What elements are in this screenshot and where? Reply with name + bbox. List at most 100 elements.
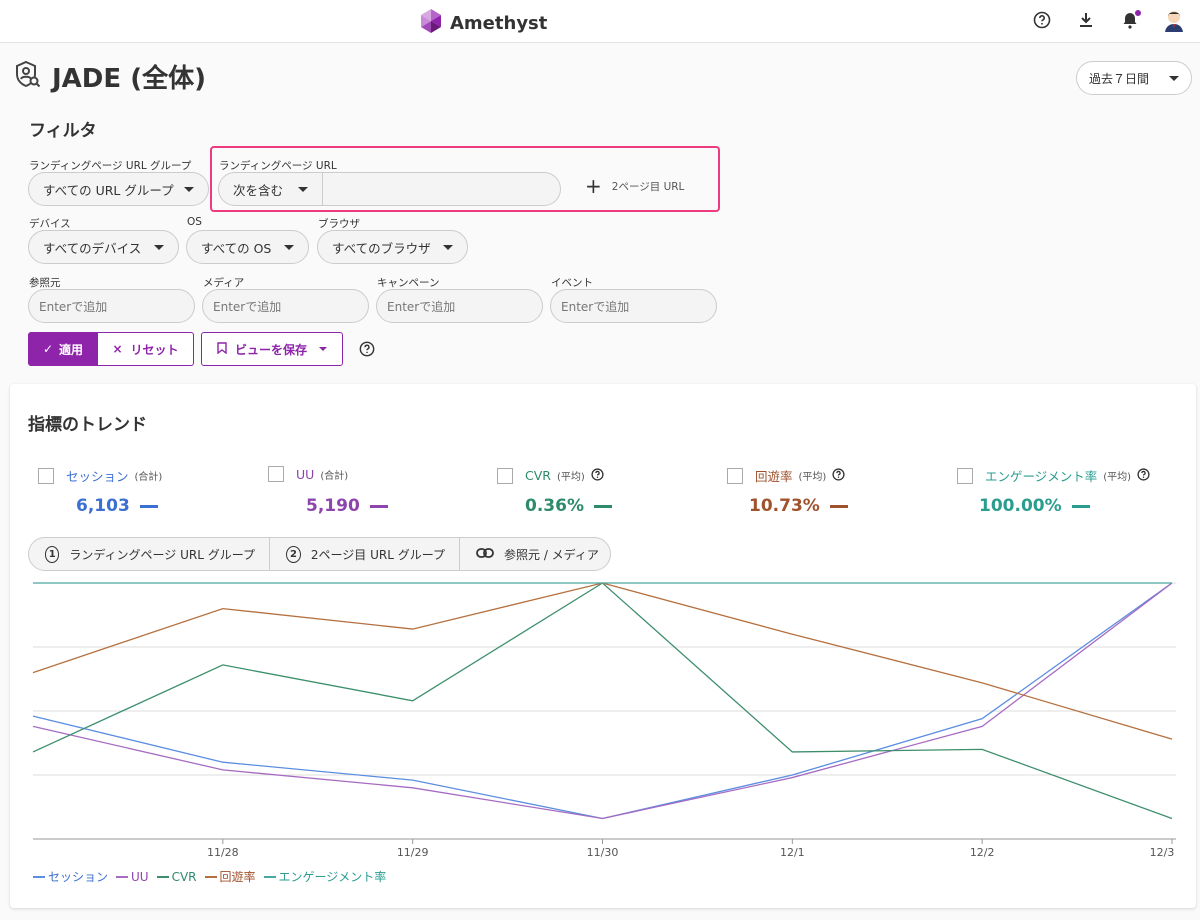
period-selector[interactable]: 過去７日間	[1076, 61, 1192, 95]
device-dropdown[interactable]: すべてのデバイス	[28, 230, 179, 264]
metric-name: CVR	[525, 468, 551, 483]
metric-sessions: セッション (合計) 6,103	[38, 466, 163, 516]
x-tick-label: 12/1	[780, 846, 805, 859]
highlight-box	[210, 146, 720, 212]
trend-card	[10, 384, 1196, 908]
metric-checkbox[interactable]	[957, 467, 973, 484]
metric-value: 10.73%	[749, 496, 820, 516]
legend-swatch	[204, 875, 217, 878]
chevron-down-icon	[319, 347, 327, 351]
lp-url-operator-value: 次を含む	[233, 182, 284, 198]
legend-label: UU	[131, 869, 149, 884]
metric-engagement: エンゲージメント率 (平均) 100.00%	[957, 466, 1150, 516]
number-two-icon: 2	[286, 545, 301, 563]
metric-color-bar	[829, 504, 848, 508]
metric-value: 100.00%	[979, 496, 1062, 516]
add-second-page-url-label: 2ページ目 URL	[611, 180, 685, 193]
notification-bell-icon[interactable]	[1118, 8, 1142, 32]
metric-uu: UU (合計) 5,190	[268, 466, 388, 516]
lp-url-label: ランディングページ URL	[219, 160, 337, 172]
event-label: イベント	[551, 277, 593, 289]
amethyst-logo-icon	[418, 8, 444, 38]
save-view-button[interactable]: ビューを保存	[201, 332, 343, 366]
browser-dropdown[interactable]: すべてのブラウザ	[317, 230, 468, 264]
number-one-icon: 1	[45, 545, 60, 563]
metric-checkbox[interactable]	[268, 466, 284, 482]
legend-item[interactable]: セッション	[33, 868, 108, 885]
legend-item[interactable]: UU	[116, 868, 149, 885]
browser-label: ブラウザ	[318, 218, 360, 230]
metric-name: 回遊率	[755, 469, 793, 484]
series-line	[32, 582, 1173, 820]
metric-name: セッション	[66, 469, 129, 484]
segment-selector: 1 ランディングページ URL グループ 2 2ページ目 URL グループ 参照…	[28, 537, 611, 571]
brand[interactable]: Amethyst	[418, 8, 547, 38]
legend-item[interactable]: CVR	[156, 868, 197, 885]
metric-color-bar	[593, 504, 612, 508]
help-icon[interactable]	[1137, 466, 1150, 485]
metric-circulation: 回遊率 (平均) 10.73%	[727, 466, 848, 516]
metric-name: エンゲージメント率	[985, 469, 1098, 484]
device-value: すべてのデバイス	[43, 240, 142, 256]
apply-button[interactable]: ✓ 適用	[28, 332, 98, 366]
metric-checkbox[interactable]	[727, 467, 743, 484]
campaign-placeholder: Enterで追加	[387, 299, 456, 314]
referrer-input[interactable]: Enterで追加	[28, 289, 195, 323]
event-input[interactable]: Enterで追加	[550, 289, 717, 323]
lp-url-operator-dropdown[interactable]: 次を含む	[219, 173, 323, 205]
reset-button[interactable]: × リセット	[98, 332, 194, 366]
referrer-placeholder: Enterで追加	[39, 299, 108, 314]
metric-value: 6,103	[76, 496, 130, 516]
help-icon[interactable]	[1030, 8, 1054, 32]
metric-checkbox[interactable]	[38, 467, 54, 484]
segment-second-page-url-group[interactable]: 2 2ページ目 URL グループ	[270, 538, 460, 570]
chart-legend: セッション UU CVR 回遊率 エンゲージメント率	[33, 868, 386, 885]
media-input[interactable]: Enterで追加	[202, 289, 369, 323]
chevron-down-icon	[1169, 75, 1179, 81]
help-icon[interactable]	[359, 341, 375, 361]
chevron-down-icon	[298, 186, 308, 192]
chevron-down-icon	[443, 244, 453, 250]
legend-item[interactable]: 回遊率	[204, 868, 256, 885]
device-label: デバイス	[29, 218, 71, 230]
legend-item[interactable]: エンゲージメント率	[263, 868, 387, 885]
chevron-down-icon	[154, 244, 164, 250]
metric-sub: (平均)	[798, 472, 827, 483]
metric-sub: (平均)	[1103, 472, 1132, 483]
legend-label: 回遊率	[219, 870, 256, 884]
save-view-label: ビューを保存	[234, 342, 307, 357]
metric-sub: (合計)	[320, 470, 349, 482]
lp-url-input[interactable]	[323, 173, 560, 205]
metric-value: 0.36%	[525, 496, 584, 516]
segment-referrer-media[interactable]: 参照元 / メディア	[460, 538, 610, 570]
user-search-icon	[14, 60, 42, 94]
add-second-page-url-button[interactable]: + 2ページ目 URL	[585, 176, 684, 196]
metric-value: 5,190	[306, 496, 360, 516]
top-bar: Amethyst	[0, 0, 1200, 43]
help-icon[interactable]	[832, 466, 845, 485]
metric-cvr: CVR (平均) 0.36%	[497, 466, 612, 516]
legend-label: CVR	[171, 869, 197, 884]
campaign-input[interactable]: Enterで追加	[376, 289, 543, 323]
apply-label: 適用	[59, 342, 84, 357]
user-avatar[interactable]	[1162, 8, 1186, 32]
chevron-down-icon	[184, 186, 194, 192]
lp-group-dropdown[interactable]: すべての URL グループ	[28, 172, 209, 206]
legend-label: エンゲージメント率	[278, 870, 387, 884]
metric-sub: (合計)	[134, 472, 163, 483]
metric-name: UU	[296, 466, 315, 482]
lp-group-label: ランディングページ URL グループ	[29, 160, 192, 172]
metric-checkbox[interactable]	[497, 467, 513, 484]
segment-lp-url-group[interactable]: 1 ランディングページ URL グループ	[29, 538, 270, 570]
trend-line-chart: 11/28 11/29 11/30 12/1 12/2 12/3	[32, 582, 1176, 859]
lp-group-value: すべての URL グループ	[43, 182, 174, 198]
chevron-down-icon	[284, 244, 294, 250]
legend-swatch	[263, 875, 276, 878]
x-tick-label: 11/30	[587, 846, 619, 859]
legend-label: セッション	[48, 870, 109, 884]
x-tick-label: 11/28	[207, 846, 239, 859]
help-icon[interactable]	[591, 466, 604, 485]
os-dropdown[interactable]: すべての OS	[186, 230, 309, 264]
download-icon[interactable]	[1074, 8, 1098, 32]
os-label: OS	[187, 216, 202, 228]
